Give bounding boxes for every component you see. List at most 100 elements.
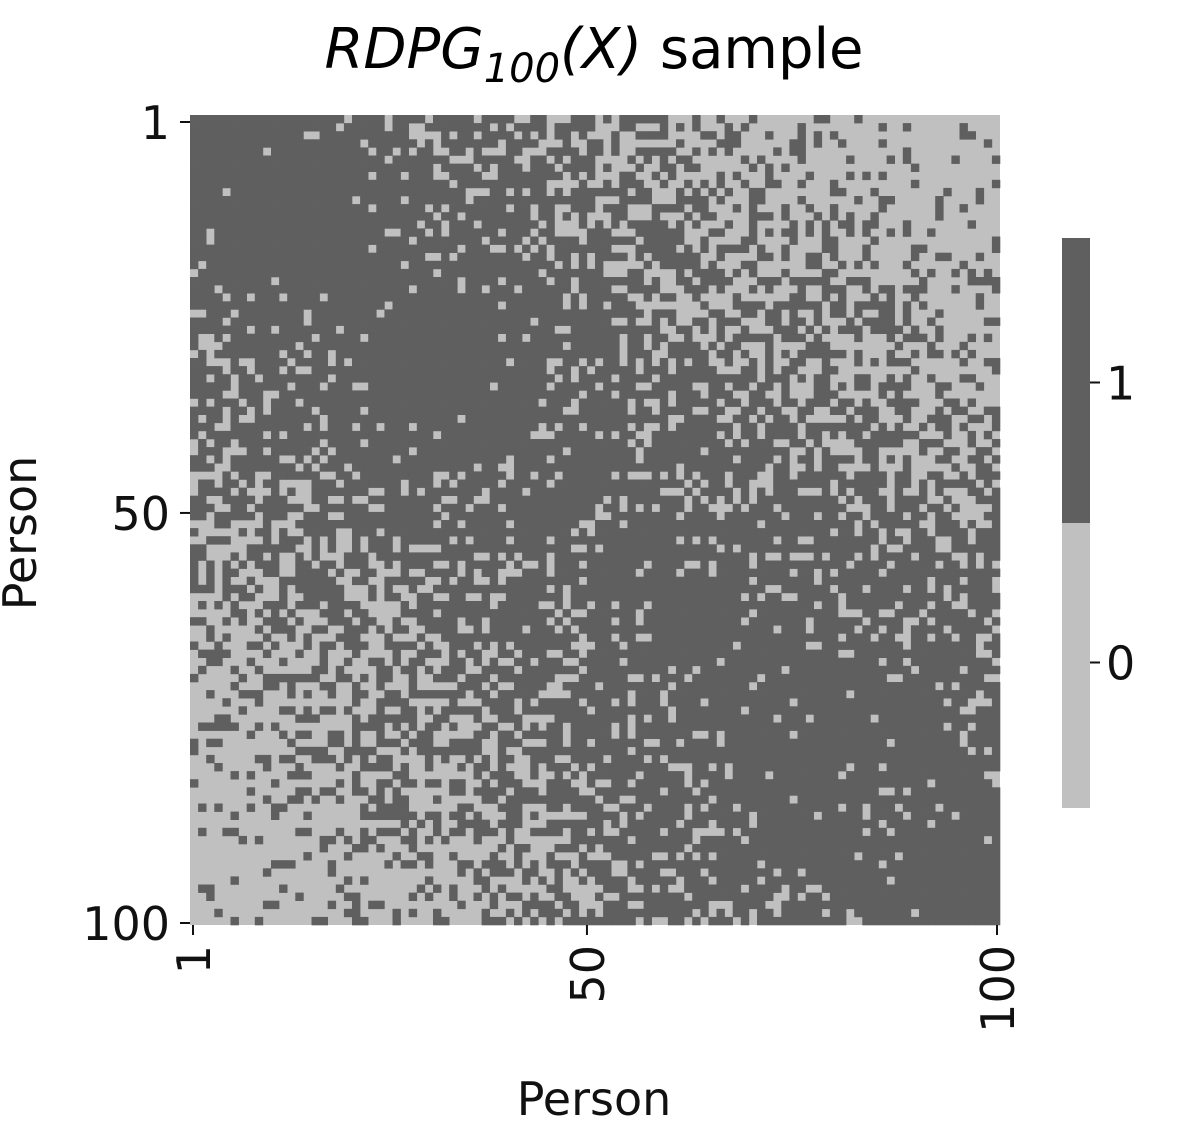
heatmap-cell — [303, 196, 312, 205]
heatmap-cell — [627, 382, 636, 391]
heatmap-cell — [854, 706, 863, 715]
heatmap-cell — [878, 309, 887, 318]
heatmap-cell — [319, 358, 328, 367]
heatmap-cell — [376, 447, 385, 456]
heatmap-cell — [254, 260, 264, 270]
heatmap-cell — [902, 333, 912, 343]
heatmap-cell — [311, 398, 320, 407]
heatmap-cell — [522, 301, 531, 310]
heatmap-cell — [441, 673, 450, 683]
heatmap-cell — [449, 268, 458, 278]
heatmap-cell — [441, 268, 450, 278]
heatmap-cell — [651, 228, 661, 237]
heatmap-cell — [319, 333, 328, 343]
heatmap-cell — [797, 706, 806, 715]
heatmap-cell — [360, 576, 369, 586]
heatmap-cell — [287, 463, 296, 472]
heatmap-cell — [676, 503, 685, 513]
heatmap-cell — [538, 641, 547, 650]
heatmap-cell — [684, 325, 693, 334]
heatmap-cell — [287, 187, 296, 197]
heatmap-cell — [854, 641, 863, 650]
heatmap-cell — [570, 536, 580, 545]
heatmap-cell — [538, 366, 547, 375]
heatmap-cell — [530, 309, 539, 318]
heatmap-cell — [303, 584, 312, 594]
heatmap-cell — [254, 503, 264, 513]
heatmap-cell — [416, 430, 426, 440]
heatmap-cell — [352, 609, 361, 618]
heatmap-cell — [805, 430, 814, 440]
heatmap-cell — [457, 325, 466, 334]
heatmap-cell — [886, 196, 895, 205]
heatmap-cell — [740, 495, 750, 505]
heatmap-cell — [635, 463, 644, 472]
heatmap-cell — [627, 374, 636, 383]
heatmap-cell — [473, 341, 482, 351]
heatmap-cell — [514, 333, 523, 343]
heatmap-cell — [740, 698, 750, 707]
heatmap-cell — [586, 576, 596, 586]
heatmap-cell — [392, 212, 401, 221]
heatmap-cell — [862, 552, 871, 561]
heatmap-cell — [465, 325, 474, 334]
heatmap-cell — [335, 422, 345, 432]
heatmap-cell — [708, 544, 717, 553]
heatmap-cell — [392, 511, 401, 521]
heatmap-cell — [433, 617, 442, 626]
heatmap-cell — [716, 471, 725, 480]
heatmap-cell — [238, 212, 247, 221]
heatmap-cell — [190, 455, 199, 464]
heatmap-cell — [246, 139, 256, 148]
heatmap-cell — [975, 536, 985, 545]
heatmap-cell — [473, 406, 482, 415]
heatmap-cell — [416, 309, 426, 318]
heatmap-cell — [991, 665, 1001, 675]
heatmap-cell — [708, 487, 717, 496]
heatmap-cell — [878, 552, 887, 561]
heatmap-cell — [222, 309, 231, 318]
heatmap-cell — [311, 260, 320, 270]
heatmap-cell — [505, 487, 515, 496]
heatmap-cell — [748, 439, 758, 448]
heatmap-cell — [805, 657, 814, 667]
heatmap-cell — [319, 341, 328, 351]
heatmap-cell — [198, 479, 207, 488]
heatmap-cell — [457, 511, 466, 521]
heatmap-cell — [603, 244, 612, 253]
heatmap-cell — [692, 544, 701, 553]
heatmap-cell — [254, 528, 264, 537]
heatmap-cell — [554, 698, 563, 707]
heatmap-cell — [570, 592, 580, 602]
heatmap-cell — [449, 544, 458, 553]
heatmap-cell — [311, 147, 320, 156]
heatmap-cell — [910, 495, 920, 505]
heatmap-cell — [384, 414, 393, 424]
heatmap-cell — [457, 706, 466, 715]
heatmap-cell — [408, 455, 418, 464]
heatmap-cell — [570, 706, 580, 715]
heatmap-cell — [254, 341, 264, 351]
heatmap-cell — [643, 665, 652, 675]
heatmap-cell — [206, 317, 215, 326]
heatmap-cell — [433, 228, 442, 237]
heatmap-cell — [570, 649, 580, 658]
heatmap-cell — [287, 123, 296, 132]
heatmap-cell — [522, 592, 531, 602]
heatmap-cell — [635, 349, 644, 359]
heatmap-cell — [643, 495, 652, 505]
heatmap-cell — [505, 511, 515, 521]
heatmap-cell — [497, 268, 507, 278]
heatmap-cell — [562, 333, 571, 343]
heatmap-cell — [700, 536, 709, 545]
heatmap-cell — [400, 706, 409, 715]
heatmap-cell — [595, 665, 604, 675]
heatmap-cell — [514, 495, 523, 505]
heatmap-cell — [748, 568, 758, 577]
heatmap-cell — [740, 414, 750, 424]
heatmap-cell — [530, 584, 539, 594]
heatmap-cell — [611, 366, 620, 375]
heatmap-cell — [708, 455, 717, 464]
heatmap-cell — [400, 309, 409, 318]
heatmap-cell — [659, 163, 669, 172]
